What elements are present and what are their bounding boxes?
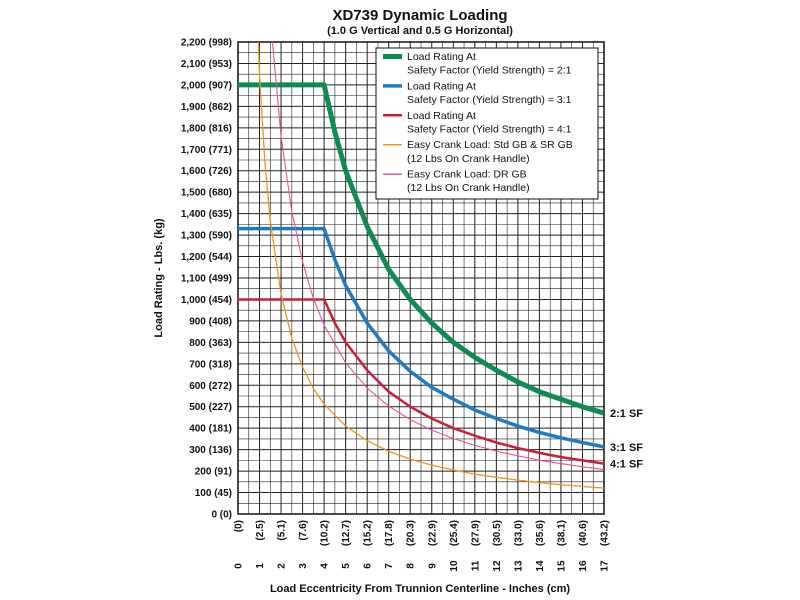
x-tick-label-cm: (5.1) [277,520,288,541]
y-tick-label: 500 (227) [189,402,232,413]
plot-frame [237,41,605,515]
y-tick-label: 2,000 (907) [181,80,232,91]
y-tick-label: 0 (0) [211,510,232,521]
legend-entry-5: Easy Crank Load: DR GB [407,169,527,181]
x-tick-label-cm: (0) [234,520,245,532]
y-tick-label: 1,400 (635) [181,209,232,220]
legend-entry-3: Safety Factor (Yield Strength) = 4:1 [407,123,572,135]
y-tick-label: 1,600 (726) [181,166,232,177]
legend-entry-4: (12 Lbs On Crank Handle) [407,153,530,165]
y-tick-label: 400 (181) [189,424,232,435]
series-layer [238,42,604,489]
x-tick-label-cm: (2.5) [255,520,266,541]
x-tick-label: 9 [427,563,438,569]
legend-entry-4: Easy Crank Load: Std GB & SR GB [407,139,573,151]
x-tick-label-cm: (30.5) [492,520,503,546]
y-tick-label: 1,900 (862) [181,102,232,113]
series-line-2 [238,226,604,449]
x-tick-label: 5 [341,563,352,569]
x-tick-label-cm: (43.2) [600,520,611,546]
x-tick-label: 11 [470,560,481,571]
legend-entry-5: (12 Lbs On Crank Handle) [407,182,530,194]
x-tick-label-cm: (7.6) [298,520,309,541]
y-axis-ticks: 0 (0) 100 (45) 200 (91) 300 (136) 400 (181) 5… [181,38,232,521]
x-tick-label: 12 [492,560,503,572]
x-tick-label: 10 [449,560,460,572]
x-tick-label: 2 [277,563,288,569]
series-line-4 [257,42,604,489]
x-tick-label: 6 [363,563,374,569]
x-axis-ticks: 0 (0) 1 (2.5) 2 (5.1) 3 (7.6) 4 (10.2) 5 (12.7) 6 (15… [234,520,611,572]
legend-entry-1: Safety Factor (Yield Strength) = 2:1 [407,65,572,77]
x-tick-label: 0 [234,563,245,569]
x-tick-label-cm: (22.9) [427,520,438,546]
x-tick-label: 17 [600,560,611,572]
x-tick-label: 3 [298,563,309,569]
x-tick-label: 7 [384,563,395,569]
x-tick-label-cm: (35.6) [535,520,546,546]
y-tick-label: 1,300 (590) [181,231,232,242]
y-tick-label: 300 (136) [189,445,232,456]
legend-box [375,47,599,200]
end-label-1: 2:1 SF [610,408,643,420]
x-tick-label-cm: (12.7) [341,520,352,546]
chart-title: XD739 Dynamic Loading [332,7,507,24]
x-tick-label: 1 [255,563,266,569]
y-tick-label: 800 (363) [189,338,232,349]
x-tick-label-cm: (25.4) [449,520,460,546]
x-tick-label: 4 [320,563,331,569]
x-tick-label-cm: (17.8) [384,520,395,546]
chart-subtitle: (1.0 G Vertical and 0.5 G Horizontal) [327,25,513,37]
y-tick-label: 1,800 (816) [181,123,232,134]
y-axis-label: Load Rating - Lbs. (kg) [153,218,165,337]
y-tick-label: 1,000 (454) [181,295,232,306]
x-tick-label: 16 [578,560,589,572]
end-label-2: 3:1 SF [610,442,643,454]
y-tick-label: 2,100 (953) [181,59,232,70]
x-tick-label-cm: (10.2) [320,520,331,546]
y-tick-label: 200 (91) [195,467,232,478]
x-tick-label-cm: (15.2) [363,520,374,546]
y-tick-label: 900 (408) [189,316,232,327]
legend-entry-1: Load Rating At [407,51,476,63]
end-labels: 2:1 SF 3:1 SF 4:1 SF [610,408,643,470]
x-tick-label-cm: (27.9) [470,520,481,546]
y-tick-label: 1,500 (680) [181,188,232,199]
end-label-3: 4:1 SF [610,459,643,471]
x-tick-label: 13 [513,560,524,572]
legend-entry-2: Safety Factor (Yield Strength) = 3:1 [407,94,572,106]
y-tick-label: 1,200 (544) [181,252,232,263]
x-tick-label: 8 [406,563,417,569]
x-tick-label-cm: (20.3) [406,520,417,546]
x-tick-label-cm: (38.1) [556,520,567,546]
y-tick-label: 2,200 (998) [181,38,232,49]
x-tick-label-cm: (33.0) [513,520,524,546]
y-tick-label: 100 (45) [195,488,232,499]
x-tick-label-cm: (40.6) [578,520,589,546]
x-axis-label: Load Eccentricity From Trunnion Centerli… [270,583,570,595]
series-line-5 [271,42,604,471]
y-tick-label: 700 (318) [189,359,232,370]
y-tick-label: 600 (272) [189,381,232,392]
y-tick-label: 1,100 (499) [181,274,232,285]
legend-entry-3: Load Rating At [407,110,476,122]
y-tick-label: 1,700 (771) [181,145,232,156]
series-line-3 [238,298,604,465]
legend-entry-2: Load Rating At [407,80,476,92]
x-tick-label: 14 [535,560,546,572]
series-line-1 [238,82,604,416]
x-tick-label: 15 [556,560,567,572]
